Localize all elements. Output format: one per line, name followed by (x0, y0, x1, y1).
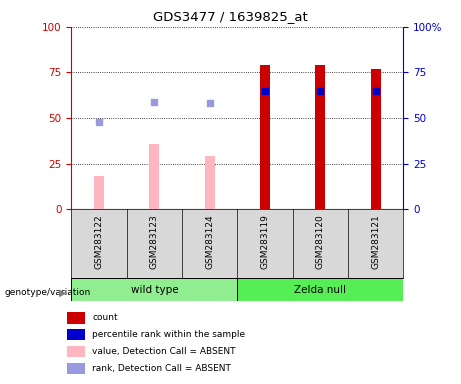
Text: count: count (92, 313, 118, 323)
Text: GSM283122: GSM283122 (95, 214, 104, 269)
Text: GSM283121: GSM283121 (371, 214, 380, 269)
Point (95, 119, 103, 125)
Text: GSM283119: GSM283119 (260, 214, 270, 269)
Bar (67, 329, 85, 341)
Bar (205, 156, 215, 209)
Point (261, 88, 269, 94)
Point (317, 88, 324, 94)
Bar (94, 177, 104, 209)
Text: GSM283124: GSM283124 (205, 214, 214, 269)
Point (151, 99, 158, 105)
Text: value, Detection Call = ABSENT: value, Detection Call = ABSENT (92, 347, 236, 356)
Bar (67, 312, 85, 323)
Bar (71, 278, 237, 301)
Bar (260, 65, 270, 209)
Bar (371, 69, 381, 209)
Text: Zelda null: Zelda null (295, 285, 346, 295)
Bar (149, 144, 160, 209)
Point (206, 101, 213, 107)
Bar (67, 363, 85, 374)
Text: GDS3477 / 1639825_at: GDS3477 / 1639825_at (153, 10, 308, 23)
Text: GSM283123: GSM283123 (150, 214, 159, 269)
Text: percentile rank within the sample: percentile rank within the sample (92, 330, 245, 339)
Text: GSM283120: GSM283120 (316, 214, 325, 269)
Text: genotype/variation: genotype/variation (5, 288, 91, 297)
Bar (315, 65, 325, 209)
Text: wild type: wild type (130, 285, 178, 295)
Text: rank, Detection Call = ABSENT: rank, Detection Call = ABSENT (92, 364, 231, 373)
Point (372, 88, 379, 94)
Bar (67, 346, 85, 358)
Text: ▶: ▶ (59, 288, 67, 298)
Bar (237, 278, 403, 301)
